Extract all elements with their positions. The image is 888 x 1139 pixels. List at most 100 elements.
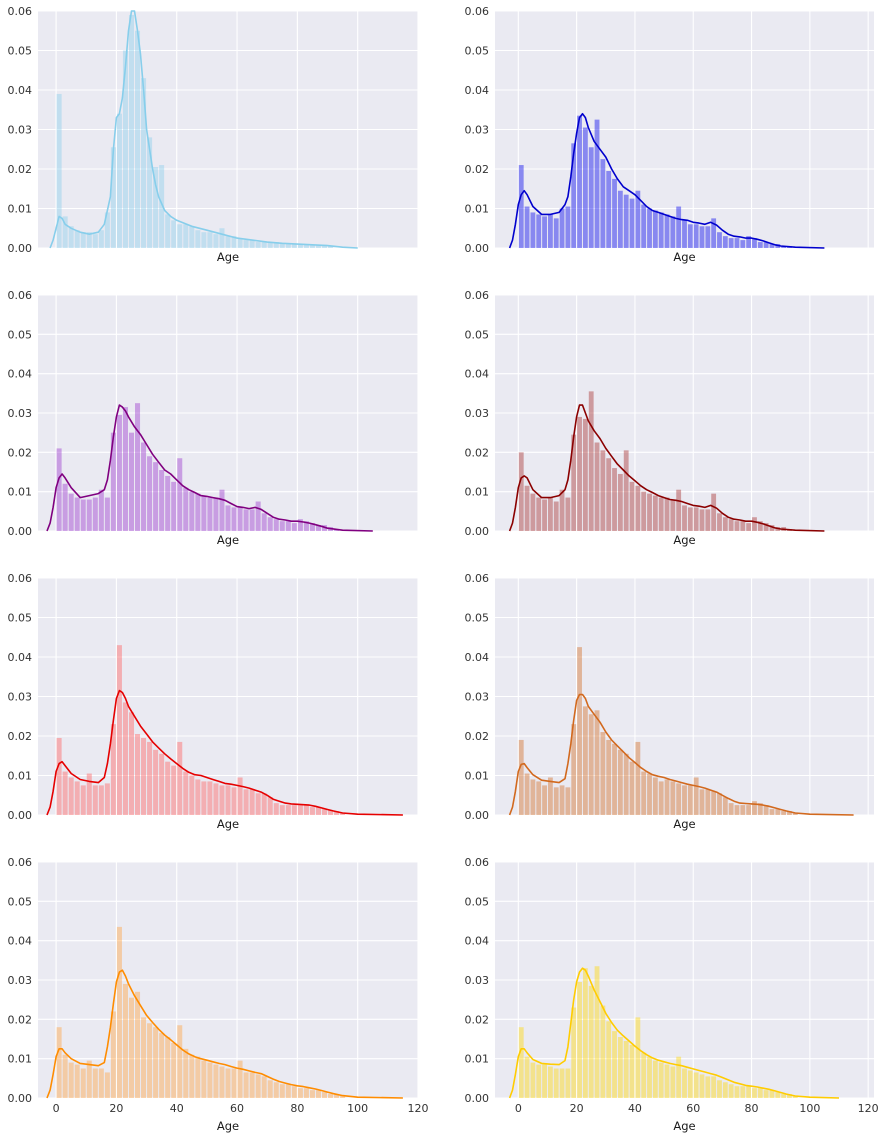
histogram-bar	[705, 509, 711, 531]
y-tick-label: 0.04	[465, 368, 490, 381]
histogram-bar	[135, 991, 141, 1098]
histogram-bar	[315, 807, 321, 815]
histogram-bar	[243, 789, 249, 815]
histogram-bar	[588, 985, 594, 1098]
histogram-bar	[530, 1062, 536, 1098]
y-tick-label: 0.02	[465, 446, 490, 459]
histogram-bar	[153, 462, 159, 531]
histogram-bar	[746, 523, 752, 531]
histogram-bar	[752, 801, 757, 815]
histogram-bar	[261, 513, 267, 531]
histogram-bar	[213, 1064, 219, 1098]
y-tick-label: 0.00	[8, 1092, 33, 1105]
histogram-bar	[195, 230, 201, 248]
histogram-bar	[62, 1054, 68, 1098]
histogram-bar	[201, 495, 207, 531]
histogram-bar	[536, 214, 542, 248]
y-tick-label: 0.01	[465, 486, 490, 499]
histogram-bar	[582, 418, 588, 531]
histogram-bar	[104, 212, 110, 248]
histogram-bar	[542, 1064, 547, 1098]
y-tick-label: 0.02	[8, 163, 33, 176]
histogram-bar	[612, 743, 617, 815]
histogram-bar	[530, 493, 536, 531]
histogram-bar	[231, 787, 237, 815]
histogram-bar	[757, 803, 763, 815]
histogram-bar	[273, 519, 279, 531]
histogram-bar	[171, 220, 177, 248]
histogram-bar	[792, 813, 798, 815]
histogram-bar	[243, 509, 249, 531]
histogram-bar	[757, 521, 763, 531]
histogram-bar	[577, 647, 582, 815]
x-tick-label: 0	[515, 1102, 522, 1115]
histogram-bar	[128, 432, 135, 531]
histogram-bar	[303, 805, 309, 815]
histogram-bar	[267, 242, 273, 248]
histogram-bar	[328, 1094, 334, 1098]
histogram-bar	[542, 785, 547, 815]
histogram-bars	[56, 645, 346, 815]
histogram-bar	[687, 785, 693, 815]
histogram-bar	[728, 803, 734, 815]
histogram-bars	[518, 647, 798, 815]
histogram-bars	[518, 391, 792, 531]
histogram-bar	[734, 521, 740, 531]
histogram-bar	[195, 779, 201, 815]
y-tick-label: 0.05	[465, 328, 490, 341]
histogram-bar	[183, 487, 189, 531]
histogram-bar	[524, 485, 530, 531]
y-tick-label: 0.05	[465, 895, 490, 908]
y-tick-label: 0.04	[465, 935, 490, 948]
x-axis-label: Age	[217, 817, 239, 831]
histogram-bar	[746, 236, 752, 248]
histogram-bar	[582, 127, 588, 248]
histogram-bar	[147, 137, 153, 248]
histogram-bar	[565, 206, 571, 248]
histogram-bar	[670, 499, 676, 531]
histogram-bar	[92, 234, 98, 248]
histogram-bar	[652, 777, 658, 815]
histogram-bar	[553, 218, 559, 248]
histogram-bar	[267, 1080, 273, 1098]
histogram-bar	[207, 497, 213, 531]
histogram-bar	[110, 724, 116, 815]
histogram-bar	[757, 1088, 763, 1098]
y-tick-label: 0.02	[465, 1013, 490, 1026]
histogram-bar	[600, 1005, 606, 1098]
x-axis-label: Age	[673, 817, 695, 831]
histogram-bar	[128, 997, 135, 1098]
histogram-bar	[617, 1037, 623, 1098]
y-tick-label: 0.04	[8, 935, 33, 948]
histogram-bar	[588, 391, 594, 531]
histogram-bar	[279, 805, 285, 815]
histogram-bar	[267, 797, 273, 815]
histogram-bar	[243, 1072, 249, 1098]
histogram-bar	[98, 1068, 104, 1098]
histogram-bar	[231, 236, 237, 248]
histogram-bar	[110, 147, 116, 248]
histogram-bar	[547, 777, 553, 815]
histogram-bar	[524, 206, 530, 248]
histogram-bar	[303, 521, 309, 531]
histogram-bar	[635, 1017, 641, 1098]
histogram-bar	[559, 1068, 565, 1098]
y-tick-label: 0.05	[8, 895, 33, 908]
y-tick-label: 0.05	[8, 328, 33, 341]
histogram-bar	[582, 706, 588, 815]
histogram-bar	[86, 773, 92, 815]
histogram-bar	[763, 242, 769, 248]
subplot-4: 0.00 0.01 0.02 0.03 0.04 0.05 0.06 Age	[465, 289, 874, 547]
histogram-bar	[340, 1096, 346, 1098]
histogram-bar	[104, 497, 110, 531]
histogram-bar	[285, 1084, 291, 1098]
histogram-bar	[728, 238, 734, 248]
histogram-bar	[189, 775, 195, 815]
histogram-bar	[524, 773, 530, 815]
histogram-bar	[213, 783, 219, 815]
histogram-bar	[711, 1076, 717, 1098]
histogram-bar	[641, 771, 647, 815]
histogram-bar	[623, 194, 629, 248]
histogram-bar	[734, 1086, 740, 1098]
kde-line	[46, 404, 373, 532]
